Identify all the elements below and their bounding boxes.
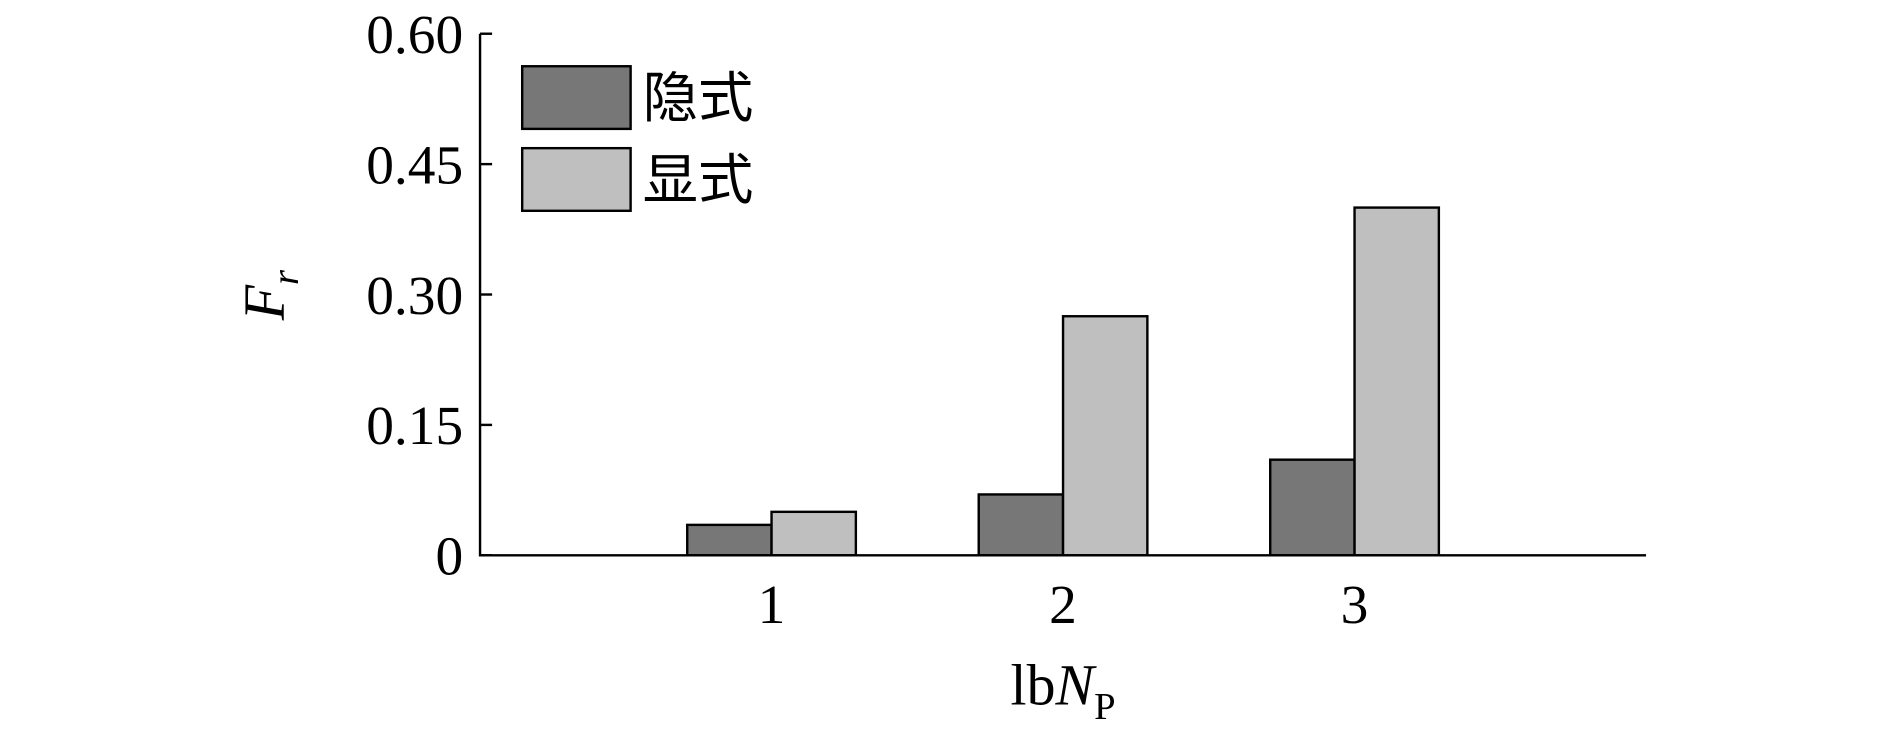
x-label-sub: P: [1094, 686, 1115, 728]
y-label-main: F: [232, 284, 297, 321]
legend-label: 显式: [643, 150, 754, 211]
bar: [1353, 206, 1441, 557]
bar: [770, 510, 858, 557]
x-tick-label: 1: [758, 574, 786, 635]
y-tick-label: 0: [435, 526, 463, 587]
x-tick-label: 2: [1049, 574, 1077, 635]
bar: [1061, 315, 1149, 557]
y-label-sub: r: [265, 269, 307, 285]
bar: [686, 523, 773, 557]
y-tick-label: 0.45: [366, 134, 463, 195]
legend-label: 隐式: [643, 68, 754, 129]
x-axis-label: lbNP: [1011, 653, 1116, 728]
legend-swatch: [521, 65, 632, 131]
y-axis-label: Fr: [232, 269, 307, 321]
y-tick-label: 0.15: [366, 395, 463, 456]
y-tick-label: 0.30: [366, 265, 463, 326]
legend-swatch: [521, 146, 632, 212]
x-label-main: N: [1055, 653, 1098, 718]
x-label-prefix: lb: [1011, 653, 1056, 718]
bar: [1269, 458, 1356, 557]
bar: [977, 493, 1065, 557]
x-tick-label: 3: [1341, 574, 1369, 635]
y-tick-label: 0.60: [366, 4, 463, 65]
